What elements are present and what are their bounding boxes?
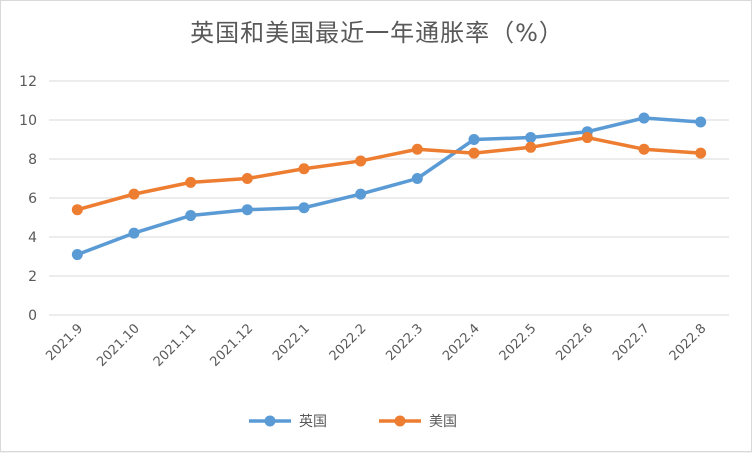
chart-title: 英国和美国最近一年通胀率（%） bbox=[190, 19, 564, 47]
x-tick-label: 2022.8 bbox=[667, 321, 710, 364]
data-point bbox=[468, 147, 480, 159]
data-point bbox=[355, 155, 367, 167]
data-point bbox=[638, 112, 650, 124]
x-tick-label: 2021.10 bbox=[94, 321, 143, 370]
data-point bbox=[411, 173, 423, 184]
data-point bbox=[241, 173, 253, 184]
y-tick-label: 8 bbox=[28, 152, 37, 168]
x-tick-label: 2022.3 bbox=[383, 321, 426, 364]
series-line-0 bbox=[76, 116, 701, 257]
data-point bbox=[71, 204, 83, 216]
data-point bbox=[355, 188, 367, 200]
data-point bbox=[525, 141, 537, 153]
legend-marker-0 bbox=[264, 415, 276, 427]
legend-label-1: 美国 bbox=[429, 414, 457, 430]
data-point bbox=[241, 204, 253, 216]
x-tick-label: 2021.12 bbox=[208, 321, 257, 370]
x-tick-label: 2022.4 bbox=[440, 321, 483, 364]
data-point bbox=[695, 147, 707, 159]
data-point bbox=[298, 202, 310, 214]
data-point bbox=[185, 210, 197, 222]
x-tick-label: 2022.6 bbox=[553, 321, 596, 364]
legend-marker-1 bbox=[394, 415, 406, 427]
data-point bbox=[695, 116, 707, 128]
data-point bbox=[525, 132, 537, 144]
x-tick-label: 2021.9 bbox=[43, 321, 86, 364]
data-point bbox=[468, 134, 480, 145]
y-tick-label: 0 bbox=[28, 308, 37, 324]
data-point bbox=[411, 143, 423, 155]
y-tick-label: 2 bbox=[28, 269, 37, 285]
y-tick-label: 6 bbox=[28, 191, 37, 207]
x-tick-label: 2021.11 bbox=[151, 321, 200, 370]
series-line-1 bbox=[76, 135, 701, 212]
x-tick-label: 2022.1 bbox=[270, 321, 313, 364]
data-point bbox=[298, 163, 310, 175]
legend-label-0: 英国 bbox=[299, 413, 327, 430]
x-tick-label: 2022.2 bbox=[327, 321, 370, 364]
data-point bbox=[638, 143, 650, 155]
y-tick-label: 10 bbox=[19, 113, 37, 129]
y-tick-label: 4 bbox=[28, 230, 37, 246]
x-tick-label: 2022.5 bbox=[497, 321, 540, 364]
data-point bbox=[71, 249, 83, 261]
data-point bbox=[128, 227, 140, 239]
data-point bbox=[128, 188, 140, 200]
x-tick-label: 2022.7 bbox=[610, 321, 653, 364]
y-tick-label: 12 bbox=[19, 74, 37, 90]
data-point bbox=[581, 132, 593, 144]
data-point bbox=[185, 176, 197, 188]
